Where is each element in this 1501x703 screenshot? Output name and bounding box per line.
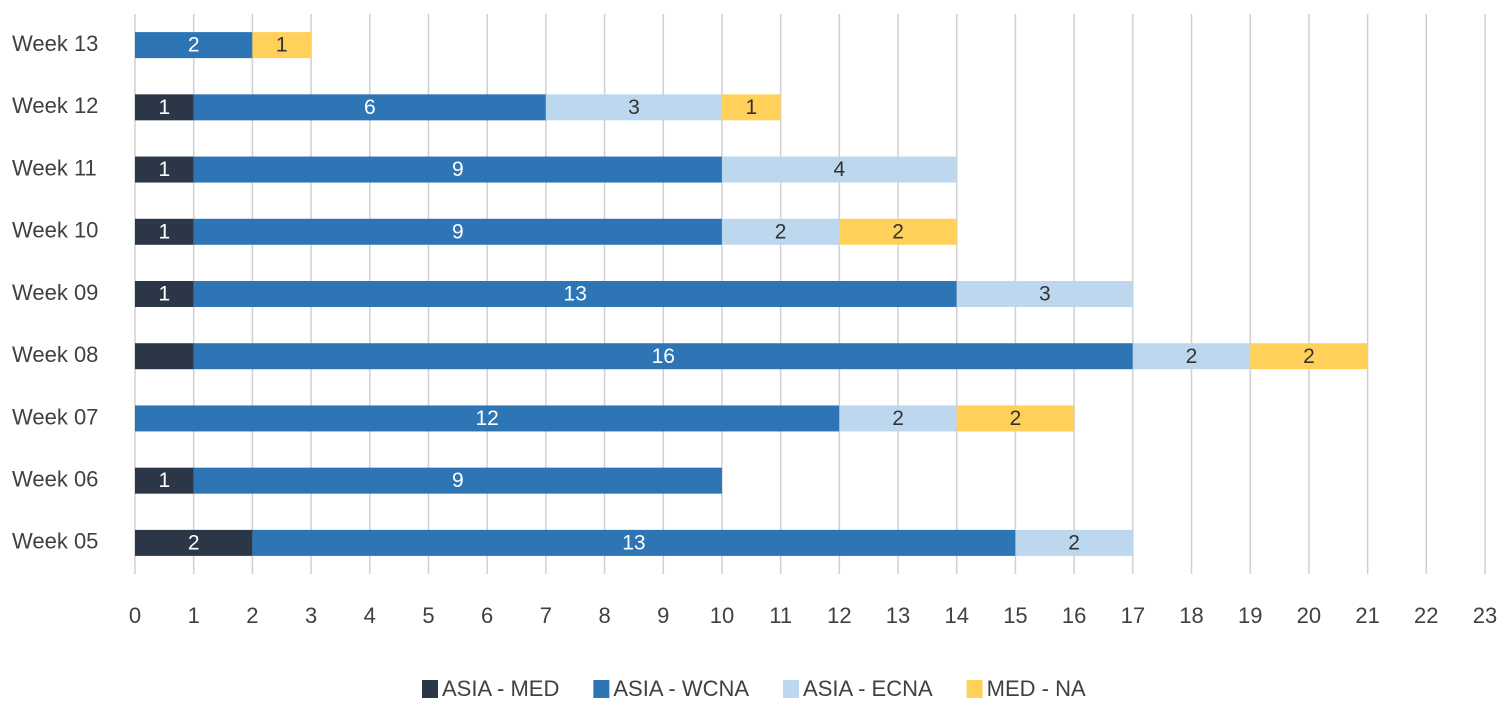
x-tick-label: 9 <box>657 603 669 628</box>
bar-segment <box>135 32 253 59</box>
x-tick-label: 13 <box>886 603 910 628</box>
x-tick-label: 0 <box>129 603 141 628</box>
bar-segment <box>839 405 957 432</box>
x-tick-label: 15 <box>1003 603 1027 628</box>
data-label: 9 <box>452 220 464 243</box>
bar-segment <box>193 281 957 307</box>
bar-segment <box>135 529 253 556</box>
bar-segment <box>839 218 957 245</box>
x-tick-label: 7 <box>540 603 552 628</box>
x-tick-label: 16 <box>1062 603 1086 628</box>
x-tick-label: 3 <box>305 603 317 628</box>
x-tick-label: 19 <box>1238 603 1262 628</box>
legend-swatch <box>422 680 438 698</box>
x-tick-label: 12 <box>827 603 851 628</box>
x-tick-label: 5 <box>422 603 434 628</box>
x-tick-label: 14 <box>944 603 968 628</box>
bar-segment <box>721 218 840 245</box>
bar-segment <box>1132 343 1251 370</box>
bar-segment <box>545 94 722 121</box>
bar-segment <box>252 32 312 59</box>
data-label: 13 <box>564 283 587 306</box>
x-tick-label: 8 <box>598 603 610 628</box>
bar-segment <box>135 405 840 432</box>
x-tick-label: 1 <box>188 603 200 628</box>
bar-segment <box>135 281 194 307</box>
data-label: 16 <box>652 345 675 368</box>
legend-label: ASIA - MED <box>442 676 559 701</box>
data-label: 2 <box>1068 531 1080 554</box>
x-tick-label: 18 <box>1179 603 1203 628</box>
data-label: 9 <box>452 469 464 492</box>
bar-segment <box>721 94 781 121</box>
data-label: 2 <box>1303 345 1315 368</box>
y-tick-label: Week 11 <box>12 155 97 180</box>
legend-label: ASIA - ECNA <box>803 676 933 701</box>
y-tick-label: Week 06 <box>12 466 98 491</box>
bar-segment <box>193 467 722 494</box>
bar-segment <box>1250 343 1368 370</box>
bar-segment <box>135 218 194 245</box>
data-label: 12 <box>475 407 498 430</box>
x-tick-label: 23 <box>1473 603 1497 628</box>
bar-segment <box>252 529 1016 556</box>
data-label: 1 <box>745 96 757 119</box>
bar-segment <box>721 156 957 183</box>
x-tick-label: 17 <box>1121 603 1145 628</box>
y-tick-label: Week 10 <box>12 218 98 243</box>
data-label: 6 <box>364 96 376 119</box>
data-label: 13 <box>622 531 645 554</box>
data-label: 1 <box>159 220 171 243</box>
x-tick-label: 20 <box>1297 603 1321 628</box>
bar-segment <box>135 156 194 183</box>
x-tick-label: 22 <box>1414 603 1438 628</box>
y-tick-label: Week 13 <box>12 31 98 56</box>
bar-segment <box>193 94 546 121</box>
x-tick-label: 11 <box>769 603 792 628</box>
legend-label: ASIA - WCNA <box>613 676 749 701</box>
data-label: 2 <box>892 407 904 430</box>
data-label: 2 <box>188 531 200 554</box>
bar-segment <box>956 405 1075 432</box>
bar-segment <box>1015 529 1133 556</box>
bar-segment <box>193 156 722 183</box>
bar-segment <box>193 343 1133 370</box>
data-label: 2 <box>1186 345 1198 368</box>
legend-label: MED - NA <box>987 676 1086 701</box>
data-label: 1 <box>159 469 171 492</box>
data-label: 1 <box>159 158 171 181</box>
legend-swatch <box>966 680 983 698</box>
y-tick-label: Week 09 <box>12 280 98 305</box>
y-tick-label: Week 07 <box>12 404 98 429</box>
y-tick-label: Week 08 <box>12 342 98 367</box>
y-tick-label: Week 12 <box>12 93 98 118</box>
x-tick-label: 21 <box>1355 603 1379 628</box>
data-label: 1 <box>159 283 171 306</box>
data-label: 3 <box>1039 283 1051 306</box>
data-label: 1 <box>159 96 171 119</box>
data-label: 2 <box>775 220 787 243</box>
data-label: 2 <box>892 220 904 243</box>
legend-swatch <box>593 680 610 698</box>
bar-segment <box>135 467 194 494</box>
bar-segment <box>135 94 194 121</box>
x-tick-label: 2 <box>246 603 258 628</box>
bar-segment <box>193 218 722 245</box>
x-tick-label: 10 <box>710 603 734 628</box>
y-tick-label: Week 05 <box>12 529 98 554</box>
bar-segment <box>135 343 194 370</box>
data-label: 2 <box>188 34 200 57</box>
x-tick-label: 6 <box>481 603 493 628</box>
data-label: 2 <box>1010 407 1022 430</box>
x-tick-label: 4 <box>364 603 376 628</box>
data-label: 1 <box>276 34 288 57</box>
legend-swatch <box>783 680 800 698</box>
bar-segment <box>956 281 1133 307</box>
data-label: 3 <box>628 96 640 119</box>
data-label: 9 <box>452 158 464 181</box>
data-label: 4 <box>834 158 846 181</box>
